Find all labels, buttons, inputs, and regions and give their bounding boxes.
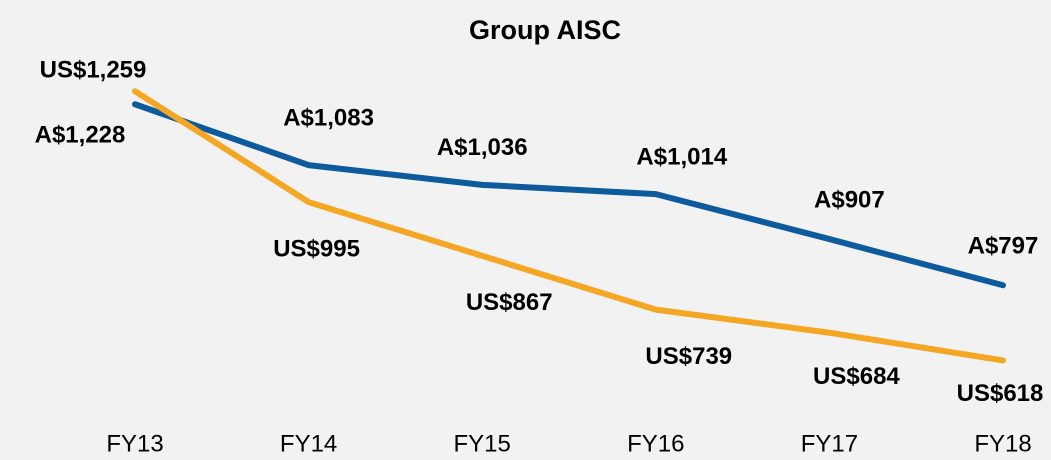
- data-label: A$797: [968, 233, 1039, 260]
- x-tick-label: FY16: [627, 430, 684, 457]
- data-label: A$1,036: [437, 134, 528, 161]
- data-label: US$739: [645, 343, 732, 370]
- data-label: A$907: [814, 186, 885, 213]
- data-label: US$1,259: [40, 57, 147, 84]
- data-label: US$618: [957, 380, 1044, 407]
- x-tick-label: FY15: [454, 430, 511, 457]
- data-label: US$684: [813, 363, 900, 390]
- data-label: US$867: [466, 289, 553, 316]
- x-tick-label: FY14: [280, 430, 337, 457]
- line-series: [132, 101, 1006, 289]
- x-tick-label: FY18: [974, 430, 1031, 457]
- data-label: A$1,014: [636, 143, 727, 170]
- chart-title: Group AISC: [469, 15, 621, 45]
- x-tick-label: FY13: [106, 430, 163, 457]
- data-label: A$1,228: [35, 122, 126, 149]
- x-tick-label: FY17: [801, 430, 858, 457]
- data-label: US$995: [273, 235, 360, 262]
- data-label: A$1,083: [283, 104, 374, 131]
- line-series: [132, 88, 1006, 364]
